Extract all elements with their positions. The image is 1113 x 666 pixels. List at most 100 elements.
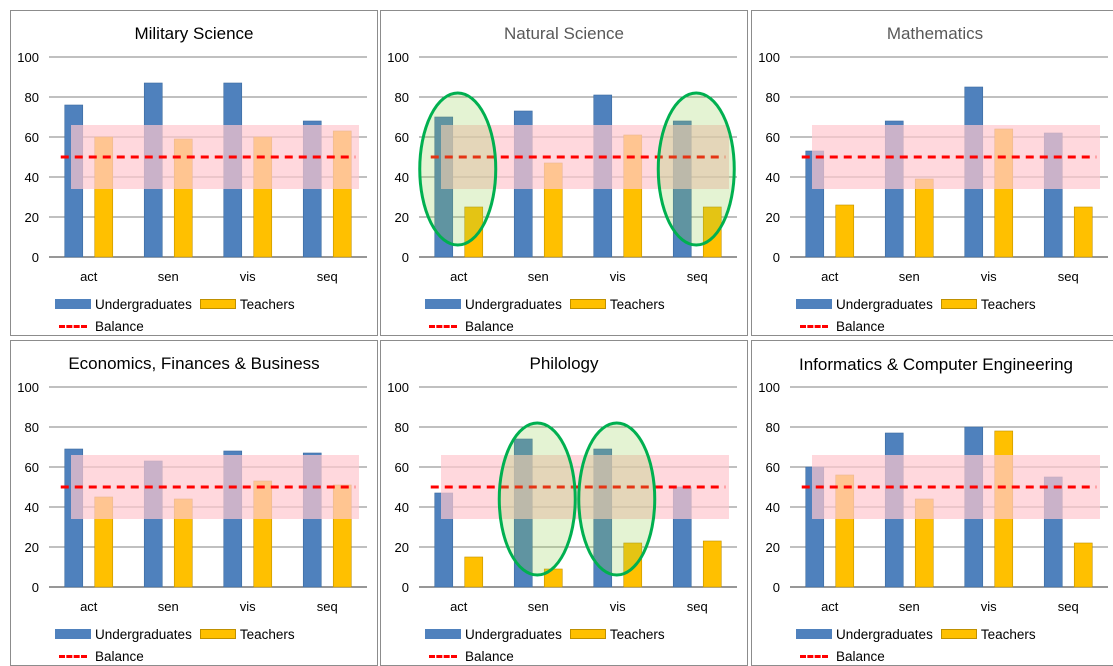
legend-swatch-teachers xyxy=(199,299,236,309)
y-tick-label: 60 xyxy=(766,130,780,145)
y-tick-label: 60 xyxy=(766,460,780,475)
y-tick-label: 80 xyxy=(395,90,409,105)
y-tick-label: 40 xyxy=(395,170,409,185)
y-tick-label: 0 xyxy=(402,580,409,595)
y-tick-label: 40 xyxy=(766,170,780,185)
x-tick-label: sen xyxy=(158,269,179,284)
x-tick-label: sen xyxy=(528,599,549,614)
legend-swatch-balance xyxy=(59,324,87,328)
chart-legend: Undergraduates Teachers Balance xyxy=(796,293,1036,335)
chart-title: Natural Science xyxy=(503,24,624,43)
legend-swatch-teachers xyxy=(940,629,977,639)
legend-label-teachers: Teachers xyxy=(609,626,665,642)
legend-label-teachers: Teachers xyxy=(239,626,295,642)
chart-plot: 0 20 40 60 80 100 act sen vis seq xyxy=(387,380,737,614)
legend-swatch-teachers xyxy=(569,629,606,639)
legend-label-undergraduates: Undergraduates xyxy=(95,626,192,642)
x-tick-label: act xyxy=(450,599,468,614)
chart-plot: 0 20 40 60 80 100 act sen vis seq xyxy=(758,380,1108,614)
chart-plot: 0 20 40 60 80 100 act sen vis seq xyxy=(17,380,367,614)
legend-swatch-teachers xyxy=(199,629,236,639)
chart-plot: 0 20 40 60 80 100 act sen vis seq xyxy=(758,50,1108,284)
y-tick-label: 0 xyxy=(402,250,409,265)
legend-label-teachers: Teachers xyxy=(609,296,665,312)
y-tick-label: 60 xyxy=(25,130,39,145)
legend-swatch-undergraduates xyxy=(425,629,461,639)
y-tick-label: 20 xyxy=(766,540,780,555)
legend-label-teachers: Teachers xyxy=(980,626,1036,642)
bar-teachers-seq xyxy=(702,206,722,258)
y-tick-label: 40 xyxy=(25,170,39,185)
y-tick-label: 0 xyxy=(32,250,39,265)
y-tick-label: 100 xyxy=(17,50,39,65)
x-tick-label: seq xyxy=(1058,269,1079,284)
x-tick-label: act xyxy=(821,269,839,284)
y-tick-label: 0 xyxy=(773,250,780,265)
legend-label-balance: Balance xyxy=(465,318,514,334)
x-tick-label: sen xyxy=(899,599,920,614)
chart-title: Economics, Finances & Business xyxy=(68,354,320,373)
legend-label-undergraduates: Undergraduates xyxy=(836,626,933,642)
y-tick-label: 100 xyxy=(758,50,780,65)
legend-swatch-undergraduates xyxy=(55,629,91,639)
x-tick-label: vis xyxy=(240,269,256,284)
highlight-ellipse xyxy=(656,91,736,247)
x-tick-label: sen xyxy=(899,269,920,284)
y-tick-label: 40 xyxy=(25,500,39,515)
chart-plot: 0 20 40 60 80 100 act sen vis seq xyxy=(387,50,737,284)
x-tick-label: seq xyxy=(687,269,708,284)
x-tick-label: vis xyxy=(240,599,256,614)
x-tick-label: vis xyxy=(981,269,997,284)
chart-legend: Undergraduates Teachers Balance xyxy=(55,293,295,335)
y-tick-label: 80 xyxy=(395,420,409,435)
bar-teachers-vis xyxy=(623,542,643,588)
legend-swatch-balance xyxy=(800,324,828,328)
y-tick-label: 80 xyxy=(766,90,780,105)
bar-teachers-act xyxy=(464,206,484,258)
legend-swatch-undergraduates xyxy=(425,299,461,309)
x-tick-label: seq xyxy=(687,599,708,614)
legend-label-balance: Balance xyxy=(95,318,144,334)
chart-panel-natural-science: Natural Science 0 20 40 60 80 100 act sen vis seq… xyxy=(380,10,748,336)
legend-label-undergraduates: Undergraduates xyxy=(465,626,562,642)
legend-swatch-undergraduates xyxy=(796,629,832,639)
y-tick-label: 100 xyxy=(387,50,409,65)
x-tick-label: vis xyxy=(610,269,626,284)
legend-label-undergraduates: Undergraduates xyxy=(95,296,192,312)
y-tick-label: 40 xyxy=(395,500,409,515)
legend-swatch-balance xyxy=(59,654,87,658)
legend-swatch-teachers xyxy=(940,299,977,309)
chart-title: Mathematics xyxy=(886,24,984,43)
x-tick-label: sen xyxy=(528,269,549,284)
x-tick-label: seq xyxy=(1058,599,1079,614)
legend-swatch-undergraduates xyxy=(796,299,832,309)
legend-swatch-balance xyxy=(429,654,457,658)
y-tick-label: 100 xyxy=(17,380,39,395)
chart-panel-informatics: Informatics & Computer Engineering 0 20 40… xyxy=(751,340,1113,666)
bar-teachers-act xyxy=(835,204,855,258)
legend-label-balance: Balance xyxy=(836,318,885,334)
x-tick-label: sen xyxy=(158,599,179,614)
chart-title: Military Science xyxy=(134,24,254,43)
y-tick-label: 20 xyxy=(395,540,409,555)
chart-panel-military-science: Military Science 0 20 40 60 80 100 act sen vis se… xyxy=(10,10,378,336)
legend-label-balance: Balance xyxy=(465,648,514,664)
chart-legend: Undergraduates Teachers Balance xyxy=(425,293,665,335)
chart-legend: Undergraduates Teachers Balance xyxy=(425,623,665,665)
x-tick-label: vis xyxy=(610,599,626,614)
legend-label-undergraduates: Undergraduates xyxy=(465,296,562,312)
y-tick-label: 60 xyxy=(395,460,409,475)
legend-label-undergraduates: Undergraduates xyxy=(836,296,933,312)
bar-teachers-act xyxy=(464,556,484,588)
y-tick-label: 20 xyxy=(25,540,39,555)
chart-title: Informatics & Computer Engineering xyxy=(798,355,1074,374)
legend-swatch-teachers xyxy=(569,299,606,309)
x-tick-label: act xyxy=(821,599,839,614)
bar-teachers-seq xyxy=(1073,206,1093,258)
chart-plot: 0 20 40 60 80 100 act sen vis seq xyxy=(17,50,367,284)
y-tick-label: 80 xyxy=(25,420,39,435)
y-tick-label: 80 xyxy=(25,90,39,105)
chart-legend: Undergraduates Teachers Balance xyxy=(55,623,295,665)
highlight-ellipse xyxy=(418,91,498,247)
y-tick-label: 100 xyxy=(758,380,780,395)
